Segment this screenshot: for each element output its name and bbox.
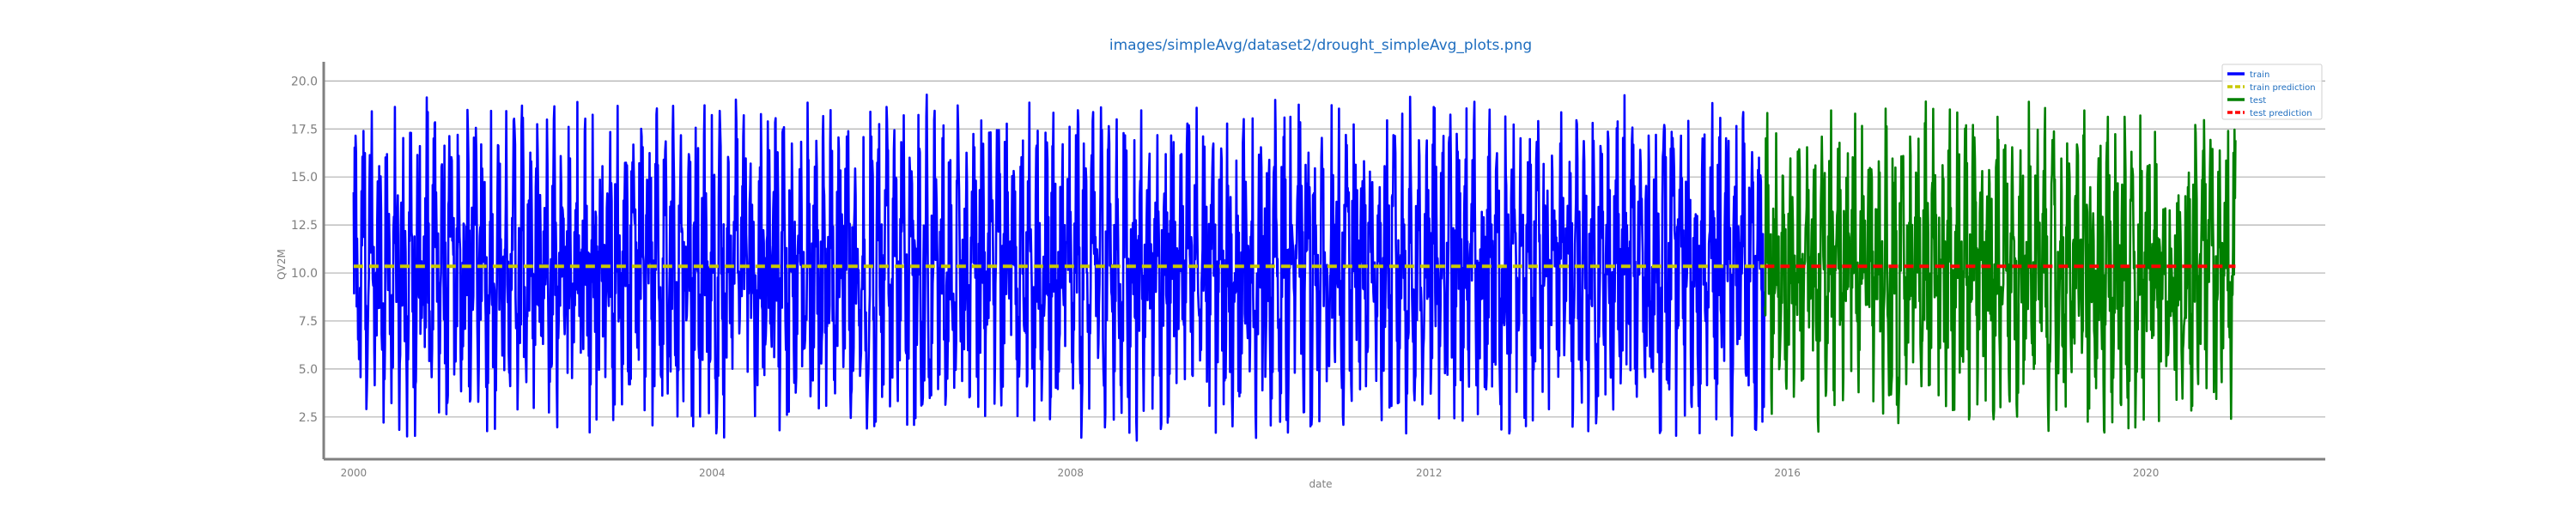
- x-axis-label: date: [1309, 478, 1332, 490]
- y-tick-label: 5.0: [299, 363, 318, 377]
- legend-label: test: [2250, 96, 2266, 106]
- plot-area: [352, 94, 2237, 442]
- x-tick-label: 2008: [1057, 467, 1084, 479]
- y-tick-label: 7.5: [299, 315, 318, 329]
- y-tick-label: 12.5: [291, 219, 318, 233]
- legend-label: train: [2250, 70, 2269, 80]
- x-tick-label: 2016: [1774, 467, 1801, 479]
- legend: train train prediction test test prediction: [2221, 64, 2323, 120]
- y-tick-label: 10.0: [291, 267, 318, 281]
- legend-label: test prediction: [2250, 109, 2312, 118]
- tick-labels: 2.5 5.0 7.5 10.0 12.5 15.0 17.5 20.0 2000 2004 200…: [291, 75, 2160, 479]
- y-tick-label: 17.5: [291, 123, 318, 136]
- x-tick-label: 2000: [341, 467, 368, 479]
- x-tick-label: 2012: [1416, 467, 1443, 479]
- y-tick-label: 2.5: [299, 411, 318, 425]
- chart-title: images/simpleAvg/dataset2/drought_simple…: [1109, 37, 1532, 54]
- legend-box: [2221, 64, 2323, 120]
- y-axis-label: QV2M: [276, 249, 288, 280]
- x-tick-label: 2020: [2133, 467, 2160, 479]
- y-tick-label: 20.0: [291, 75, 318, 88]
- legend-label: train prediction: [2250, 83, 2316, 93]
- y-tick-label: 15.0: [291, 171, 318, 185]
- series-line-test: [1764, 100, 2237, 434]
- series-line-train: [352, 94, 1766, 442]
- axes: [322, 62, 2325, 461]
- x-tick-label: 2004: [699, 467, 726, 479]
